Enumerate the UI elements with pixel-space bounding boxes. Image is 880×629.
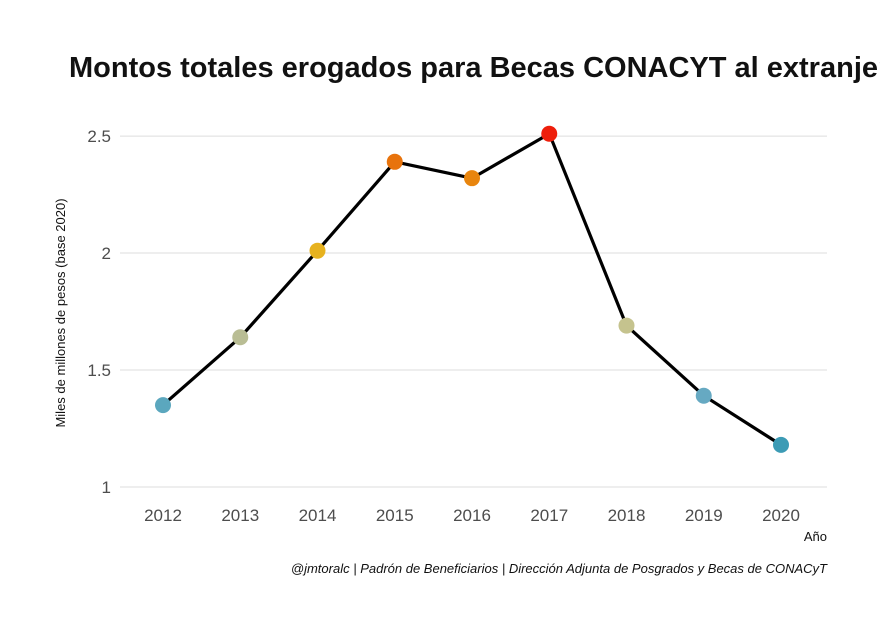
x-tick-label: 2012 xyxy=(144,506,182,525)
x-tick-label: 2014 xyxy=(299,506,337,525)
x-tick-labels: 2012 2013 2014 2015 2016 2017 2018 2019 2020 xyxy=(144,506,800,525)
data-point-2012 xyxy=(155,397,171,414)
y-tick-label: 1.5 xyxy=(87,361,111,380)
x-tick-label: 2015 xyxy=(376,506,414,525)
data-point-2017 xyxy=(541,125,558,142)
y-tick-label: 1 xyxy=(102,478,111,497)
y-tick-label: 2 xyxy=(102,244,111,263)
x-tick-label: 2016 xyxy=(453,506,491,525)
data-point-2020 xyxy=(773,436,789,453)
data-point-2019 xyxy=(695,387,712,404)
y-tick-label: 2.5 xyxy=(87,127,111,146)
x-tick-label: 2018 xyxy=(608,506,646,525)
x-tick-label: 2017 xyxy=(530,506,568,525)
chart-title: Montos totales erogados para Becas CONAC… xyxy=(69,52,880,84)
y-axis-label: Miles de millones de pesos (base 2020) xyxy=(53,198,68,427)
grid-lines xyxy=(120,135,827,488)
data-point-2015 xyxy=(386,153,403,170)
data-point-2013 xyxy=(232,329,249,346)
x-tick-label: 2020 xyxy=(762,506,800,525)
data-point-2016 xyxy=(464,170,480,187)
data-point-2014 xyxy=(309,242,326,259)
x-tick-label: 2013 xyxy=(221,506,259,525)
data-points xyxy=(155,125,789,453)
data-point-2018 xyxy=(618,317,635,334)
x-tick-label: 2019 xyxy=(685,506,723,525)
y-tick-labels: 1 1.5 2 2.5 xyxy=(87,127,111,497)
chart-caption: @jmtoralc | Padrón de Beneficiarios | Di… xyxy=(291,561,828,576)
x-axis-label: Año xyxy=(804,529,827,544)
